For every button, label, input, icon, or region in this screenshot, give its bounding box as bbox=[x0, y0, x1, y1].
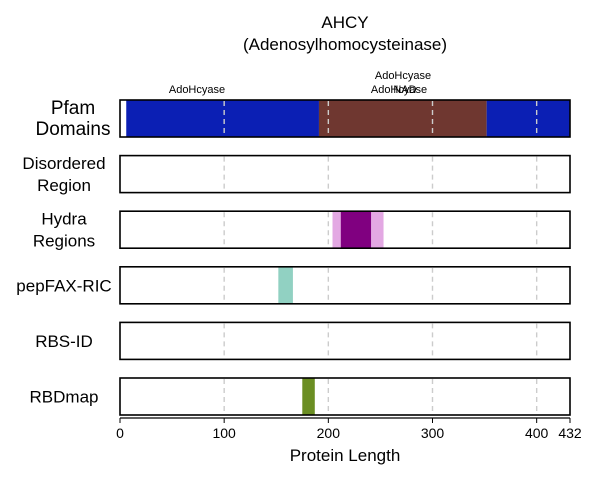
track-label-4-line-0: RBS-ID bbox=[35, 332, 93, 351]
track-5 bbox=[119, 377, 571, 416]
chart-subtitle: (Adenosylhomocysteinase) bbox=[243, 35, 447, 54]
x-tick-label-300: 300 bbox=[421, 425, 445, 441]
track-0-segment-1 bbox=[318, 100, 487, 137]
track-3-frame bbox=[119, 265, 571, 305]
x-axis: 0 100 200 300 400 432 bbox=[116, 417, 582, 441]
track-3 bbox=[119, 265, 571, 305]
track-5-frame bbox=[119, 377, 571, 416]
x-tick-label-400: 400 bbox=[525, 425, 549, 441]
track-label-3-line-0: pepFAX-RIC bbox=[16, 276, 111, 295]
track-label-2: Hydra Regions bbox=[33, 210, 95, 251]
track-1 bbox=[119, 154, 571, 194]
track-2-frame bbox=[119, 210, 571, 249]
track-label-1-line-0: Disordered bbox=[22, 154, 105, 173]
x-tick-label-432: 432 bbox=[558, 425, 582, 441]
x-tick-label-100: 100 bbox=[212, 425, 236, 441]
track-0-frame bbox=[119, 99, 571, 138]
x-axis-label: Protein Length bbox=[290, 446, 401, 465]
track-0-segment-2 bbox=[486, 100, 570, 137]
grid-lines bbox=[223, 101, 538, 414]
track-1-frame bbox=[119, 154, 571, 194]
track-label-1: Disordered Region bbox=[22, 154, 105, 195]
track-label-2-line-1: Regions bbox=[33, 232, 95, 251]
track-0 bbox=[119, 99, 571, 138]
track-labels: Pfam Domains Disordered Region Hydra Regions p… bbox=[16, 98, 111, 407]
track-4-frame bbox=[119, 321, 571, 361]
track-5-segment-0 bbox=[302, 378, 315, 415]
domain-label-adohcyase-overlap: AdoHcyase bbox=[371, 84, 427, 96]
track-3-segment-0 bbox=[278, 266, 293, 304]
x-tick-label-0: 0 bbox=[116, 425, 124, 441]
domain-label-nad: NAD bbox=[393, 84, 416, 96]
track-label-4: RBS-ID bbox=[35, 332, 93, 351]
domain-label-adohcyase-top: AdoHcyase bbox=[375, 70, 431, 82]
track-label-0-line-1: Domains bbox=[36, 119, 111, 140]
x-tick-label-200: 200 bbox=[317, 425, 341, 441]
track-label-0-line-0: Pfam bbox=[51, 98, 95, 119]
track-label-5-line-0: RBDmap bbox=[30, 388, 99, 407]
track-0-segment-0 bbox=[126, 100, 319, 137]
track-2 bbox=[119, 210, 571, 249]
track-label-3: pepFAX-RIC bbox=[16, 276, 111, 295]
track-label-1-line-1: Region bbox=[37, 176, 91, 195]
track-label-5: RBDmap bbox=[30, 388, 99, 407]
track-label-0: Pfam Domains bbox=[36, 98, 111, 140]
track-label-2-line-0: Hydra bbox=[41, 210, 87, 229]
domain-label-adohcyase: AdoHcyase bbox=[169, 84, 225, 96]
tracks bbox=[119, 99, 571, 416]
chart-title: AHCY bbox=[321, 13, 368, 32]
track-4 bbox=[119, 321, 571, 361]
track-2-segment-1 bbox=[340, 211, 372, 249]
